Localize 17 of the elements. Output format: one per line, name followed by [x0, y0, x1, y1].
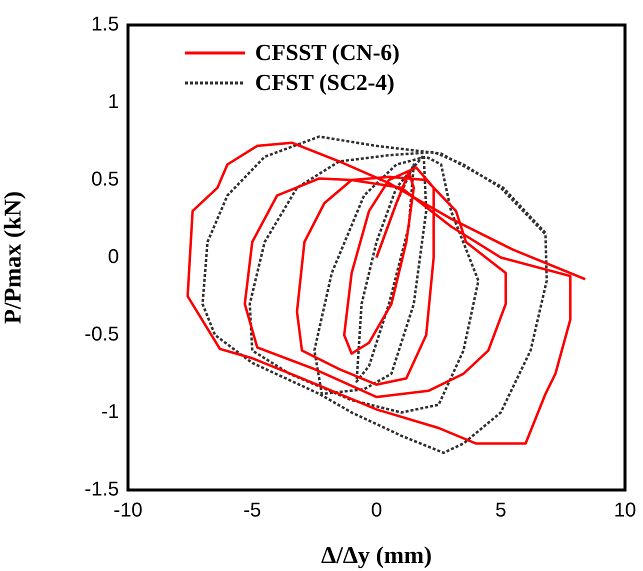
legend-label: CFSST (CN-6): [255, 40, 400, 66]
line-series: [201, 135, 548, 454]
y-tick-label: 1.5: [91, 14, 119, 36]
y-tick-label: 0: [108, 246, 119, 268]
y-tick-label: 0.5: [91, 168, 119, 191]
y-tick-label: -1: [101, 401, 119, 424]
x-tick-label: 0: [370, 500, 382, 522]
y-tick-label: 1: [108, 91, 119, 114]
legend-label: CFST (SC2-4): [255, 70, 395, 96]
x-axis-title: Δ/Δy (mm): [321, 542, 432, 569]
y-axis-title: P/Pmax (kN): [0, 191, 27, 324]
y-tick-label: -1.5: [84, 478, 119, 501]
x-tick-label: 5: [495, 500, 506, 522]
x-tick-label: -5: [243, 500, 262, 522]
x-tick-label: -10: [114, 500, 142, 522]
x-tick-label: 10: [614, 500, 636, 522]
y-tick-label: -0.5: [84, 324, 119, 346]
